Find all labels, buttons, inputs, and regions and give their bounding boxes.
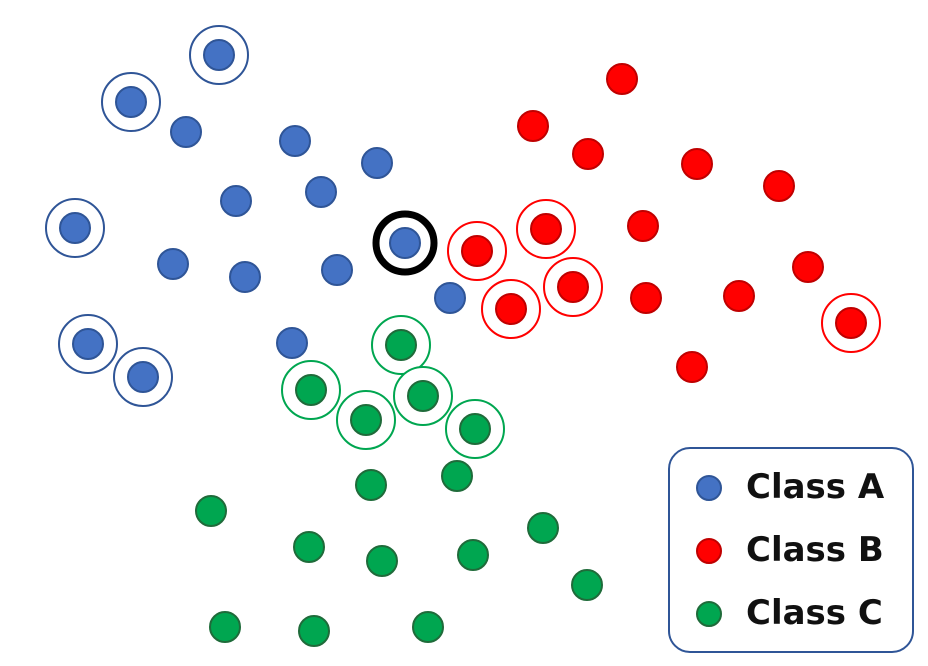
class-a-point: [203, 39, 235, 71]
class-b-point: [681, 148, 713, 180]
neighbor-rings-layer: [45, 25, 881, 459]
class-c-point: [366, 545, 398, 577]
class-a-point: [127, 361, 159, 393]
class-a-point: [220, 185, 252, 217]
class-a-point: [229, 261, 261, 293]
class-c-point: [441, 460, 473, 492]
class-b-point: [676, 351, 708, 383]
class-b-point: [517, 110, 549, 142]
legend-label-class-c: Class C: [746, 593, 883, 633]
class-a-point: [59, 212, 91, 244]
class-a-point: [434, 282, 466, 314]
class-c-point: [407, 380, 439, 412]
class-b-point: [630, 282, 662, 314]
class-b-point: [606, 63, 638, 95]
class-b-point: [763, 170, 795, 202]
legend-label-class-a: Class A: [746, 467, 885, 507]
legend-label-class-b: Class B: [746, 530, 884, 570]
class-a-point: [276, 327, 308, 359]
class-c-point: [195, 495, 227, 527]
query-point: [389, 227, 421, 259]
class-c-point: [412, 611, 444, 643]
class-b-point: [572, 138, 604, 170]
class-b-point: [723, 280, 755, 312]
class-c-point: [527, 512, 559, 544]
class-a-point: [305, 176, 337, 208]
class-a-point: [361, 147, 393, 179]
legend-item-class-b: Class B: [670, 520, 912, 580]
data-points-layer: [59, 39, 867, 647]
class-c-point: [298, 615, 330, 647]
class-b-point: [792, 251, 824, 283]
class-c-point: [457, 539, 489, 571]
class-c-point: [571, 569, 603, 601]
class-c-point: [293, 531, 325, 563]
class-a-point: [321, 254, 353, 286]
class-c-swatch-icon: [696, 601, 722, 627]
class-a-swatch-icon: [696, 475, 722, 501]
class-c-point: [459, 413, 491, 445]
legend-item-class-a: Class A: [670, 457, 912, 517]
class-c-point: [209, 611, 241, 643]
class-b-point: [530, 213, 562, 245]
class-a-point: [72, 328, 104, 360]
class-a-point: [170, 116, 202, 148]
class-a-point: [279, 125, 311, 157]
legend-item-class-c: Class C: [670, 583, 912, 643]
class-b-point: [557, 271, 589, 303]
class-b-swatch-icon: [696, 538, 722, 564]
class-c-point: [295, 374, 327, 406]
legend-box: Class A Class B Class C: [668, 447, 914, 653]
class-b-point: [461, 235, 493, 267]
class-c-point: [350, 404, 382, 436]
query-point-group: [372, 210, 438, 276]
class-c-point: [385, 329, 417, 361]
class-b-point: [495, 293, 527, 325]
class-a-point: [157, 248, 189, 280]
class-b-point: [835, 307, 867, 339]
class-c-point: [355, 469, 387, 501]
class-b-point: [627, 210, 659, 242]
class-a-point: [115, 86, 147, 118]
